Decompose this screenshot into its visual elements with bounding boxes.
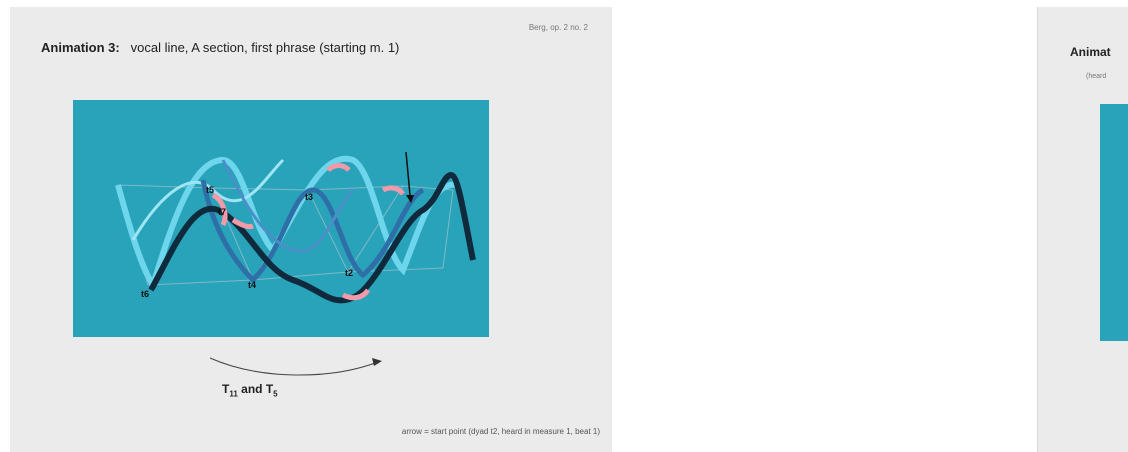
next-slide-subtitle: (heard <box>1086 73 1107 80</box>
start-arrow <box>405 151 411 196</box>
curved-arrow-icon <box>209 357 382 376</box>
point-label-t3: t3 <box>305 192 313 202</box>
animation-panel: t5 t7 t3 t4 t2 t6 <box>73 100 489 337</box>
slide-title-rest: vocal line, A section, first phrase (sta… <box>130 40 400 55</box>
point-label-t7: t7 <box>218 207 226 217</box>
transform-label: T11 and T5 <box>222 382 278 399</box>
point-label-t2: t2 <box>345 268 353 278</box>
slide-next-preview: Animat (heard <box>1037 7 1128 452</box>
start-arrow-head <box>406 195 414 203</box>
next-slide-title: Animat <box>1070 45 1111 59</box>
ribbon-blue <box>221 159 355 253</box>
footnote: arrow = start point (dyad t2, heard in m… <box>401 427 600 436</box>
point-label-t4: t4 <box>248 280 256 290</box>
ribbon-pale <box>131 158 285 241</box>
slide-main: Berg, op. 2 no. 2 Animation 3: vocal lin… <box>10 7 612 452</box>
slide-title-bold: Animation 3: <box>41 40 120 55</box>
next-animation-panel <box>1100 104 1128 341</box>
point-label-t5: t5 <box>206 185 214 195</box>
point-label-t6: t6 <box>141 289 149 299</box>
ribbon-mid <box>200 179 425 284</box>
slide-title: Animation 3: vocal line, A section, firs… <box>41 40 399 55</box>
animation-drawing: t5 t7 t3 t4 t2 t6 <box>115 151 476 304</box>
credit-text: Berg, op. 2 no. 2 <box>528 23 588 32</box>
ribbon-pink <box>211 163 406 301</box>
